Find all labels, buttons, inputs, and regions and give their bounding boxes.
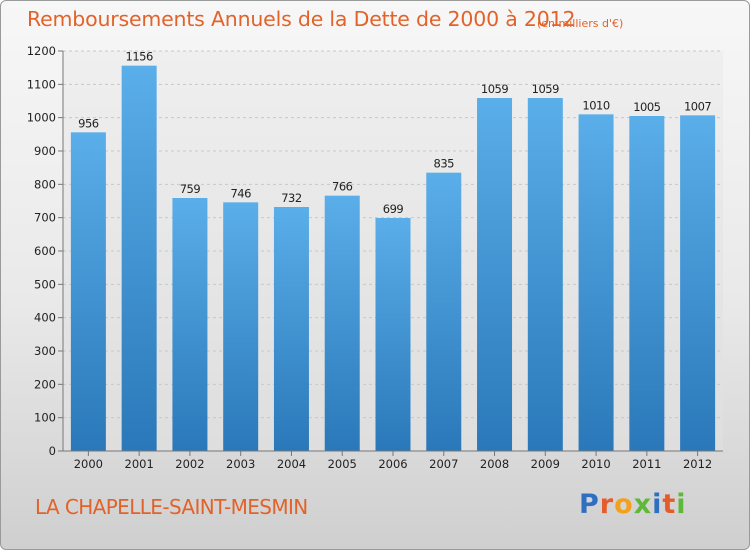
y-axis-ticks: 0 100 200 300 400 500 600 700 800 900 1000 1100 1200	[27, 44, 63, 458]
x-axis-ticks: 2000 2001 2002 2003 2004 2005 2006 2007 2008 2009…	[74, 451, 712, 471]
y-tick-label: 1200	[27, 44, 56, 58]
bar	[527, 98, 563, 451]
x-tick-label: 2006	[378, 457, 407, 471]
logo-letter: t	[662, 489, 677, 520]
y-tick-label: 1100	[27, 77, 56, 91]
x-tick-label: 2004	[277, 457, 306, 471]
bar	[426, 172, 462, 451]
value-label: 759	[180, 182, 201, 196]
chart-subtitle: (en milliers d'€)	[537, 17, 624, 30]
bar	[324, 195, 360, 451]
x-tick-label: 2011	[632, 457, 661, 471]
value-label: 1059	[532, 82, 559, 96]
x-tick-label: 2010	[581, 457, 610, 471]
bar	[121, 65, 157, 452]
logo-letter: x	[633, 489, 653, 520]
y-tick-label: 500	[34, 277, 56, 291]
bar	[172, 198, 208, 451]
x-tick-label: 2008	[480, 457, 509, 471]
y-tick-label: 400	[34, 311, 56, 325]
value-label: 732	[281, 191, 302, 205]
y-tick-label: 0	[49, 444, 56, 458]
y-tick-label: 600	[34, 244, 56, 258]
x-tick-label: 2000	[74, 457, 103, 471]
x-tick-label: 2009	[531, 457, 560, 471]
logo-letter: r	[599, 489, 615, 520]
value-label: 1010	[582, 98, 609, 112]
y-tick-label: 300	[34, 344, 56, 358]
y-tick-label: 100	[34, 411, 56, 425]
value-label: 699	[383, 202, 404, 216]
value-label: 746	[230, 186, 251, 200]
bar	[629, 116, 665, 451]
value-label: 1156	[126, 50, 153, 64]
x-tick-label: 2005	[328, 457, 357, 471]
bar	[680, 115, 716, 451]
bar	[578, 114, 614, 451]
value-label: 1007	[684, 99, 711, 113]
y-tick-label: 900	[34, 144, 56, 158]
bar	[477, 98, 513, 451]
bars	[70, 65, 716, 452]
logo-letter: i	[676, 489, 687, 520]
x-tick-label: 2002	[175, 457, 204, 471]
value-label: 766	[332, 180, 353, 194]
value-label: 1005	[633, 100, 660, 114]
logo-letter: P	[579, 489, 600, 520]
bar	[70, 132, 106, 452]
y-tick-label: 800	[34, 177, 56, 191]
value-label: 835	[434, 157, 455, 171]
bar	[223, 202, 259, 451]
x-tick-label: 2012	[683, 457, 712, 471]
bar	[375, 218, 411, 451]
x-tick-label: 2007	[429, 457, 458, 471]
proxiti-logo: Proxiti	[579, 489, 687, 520]
x-tick-label: 2001	[125, 457, 154, 471]
y-tick-label: 1000	[27, 111, 56, 125]
logo-letter: o	[614, 489, 634, 520]
value-label: 956	[78, 116, 99, 130]
chart-title: Remboursements Annuels de la Dette de 20…	[27, 7, 576, 31]
x-tick-label: 2003	[226, 457, 255, 471]
y-tick-label: 200	[34, 377, 56, 391]
logo-letter: i	[652, 489, 663, 520]
y-tick-label: 700	[34, 211, 56, 225]
commune-name: LA CHAPELLE-SAINT-MESMIN	[35, 495, 308, 519]
bar	[273, 207, 309, 451]
value-labels: 956 1156 759 746 732 766 699 835 1059 1059 1010 100…	[78, 50, 712, 216]
value-label: 1059	[481, 82, 508, 96]
